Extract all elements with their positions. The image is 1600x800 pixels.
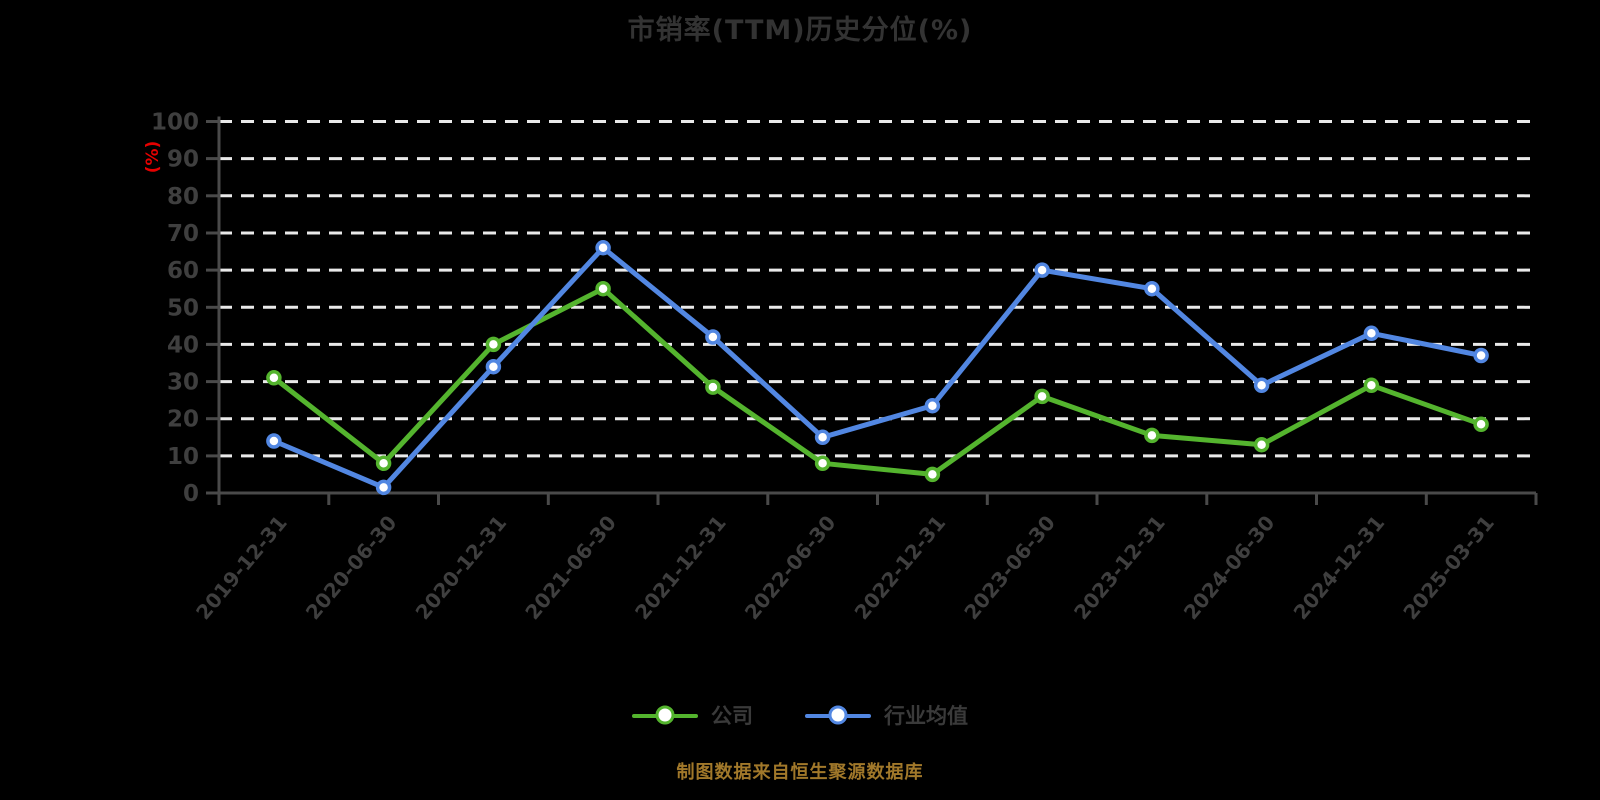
svg-text:50: 50	[167, 295, 199, 321]
svg-text:70: 70	[167, 221, 199, 247]
svg-text:2021-12-31: 2021-12-31	[630, 511, 731, 624]
svg-text:2020-12-31: 2020-12-31	[411, 511, 512, 624]
legend-circle	[655, 705, 675, 725]
svg-text:2024-12-31: 2024-12-31	[1289, 511, 1390, 624]
svg-text:2020-06-30: 2020-06-30	[301, 511, 402, 624]
legend-label-industry-average: 行业均值	[884, 704, 968, 728]
legend-item-industry-average: 行业均值	[805, 700, 968, 730]
svg-text:2025-03-31: 2025-03-31	[1398, 511, 1499, 624]
company-series-marker-icon	[632, 705, 698, 725]
svg-text:2022-06-30: 2022-06-30	[740, 511, 841, 624]
chart-title: 市销率(TTM)历史分位(%)	[627, 15, 973, 46]
svg-text:80: 80	[167, 184, 199, 210]
svg-text:0: 0	[183, 481, 199, 507]
industry-average-series-marker-icon	[805, 705, 871, 725]
legend-label-company: 公司	[711, 704, 753, 728]
data-source-note: 制图数据来自恒生聚源数据库	[676, 762, 924, 783]
legend-circle	[828, 705, 848, 725]
svg-text:2023-12-31: 2023-12-31	[1069, 511, 1170, 624]
legend-item-company: 公司	[632, 700, 753, 730]
svg-text:10: 10	[167, 444, 199, 470]
svg-text:2023-06-30: 2023-06-30	[959, 511, 1060, 624]
legend: 公司 行业均值	[0, 700, 1600, 730]
svg-text:40: 40	[167, 332, 199, 358]
svg-text:2021-06-30: 2021-06-30	[520, 511, 621, 624]
svg-text:60: 60	[167, 258, 199, 284]
svg-text:2022-12-31: 2022-12-31	[850, 511, 951, 624]
svg-text:30: 30	[167, 370, 199, 396]
svg-text:2019-12-31: 2019-12-31	[191, 511, 292, 624]
svg-text:20: 20	[167, 407, 199, 433]
svg-text:90: 90	[167, 147, 199, 173]
svg-text:100: 100	[151, 110, 199, 136]
svg-text:2024-06-30: 2024-06-30	[1179, 511, 1280, 624]
